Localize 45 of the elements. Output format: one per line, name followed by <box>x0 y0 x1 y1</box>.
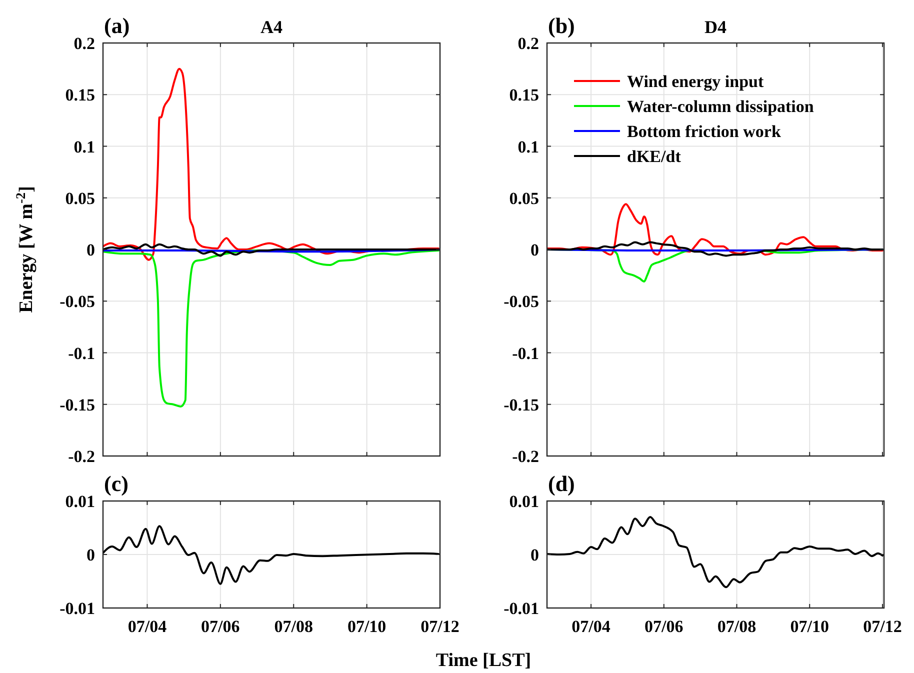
legend-label: dKE/dt <box>627 147 682 166</box>
y-tick-label: 0.01 <box>509 492 539 511</box>
y-tick-label: 0.2 <box>74 34 95 53</box>
y-tick-label: 0.2 <box>518 34 539 53</box>
y-tick-label: -0.05 <box>504 292 539 312</box>
x-tick-label: 07/06 <box>201 617 240 636</box>
y-tick-label: -0.15 <box>504 395 539 414</box>
x-tick-label: 07/10 <box>790 617 829 636</box>
y-tick-label: -0.15 <box>60 395 95 414</box>
y-tick-label: 0.05 <box>509 188 539 208</box>
y-tick-label: -0.1 <box>512 344 539 363</box>
x-tick-label: 07/08 <box>717 617 756 636</box>
x-tick-label: 07/12 <box>863 617 902 636</box>
y-tick-label: 0 <box>86 240 95 260</box>
y-tick-label: -0.01 <box>60 599 95 618</box>
y-tick-label: 0.1 <box>74 137 95 156</box>
chart-title: A4 <box>260 17 282 37</box>
text: (c) <box>104 471 128 496</box>
y-tick-label: -0.1 <box>68 344 95 363</box>
y-tick-label: 0.05 <box>65 188 95 208</box>
y-tick-label: 0 <box>530 546 539 564</box>
y-tick-label: -0.2 <box>68 447 95 466</box>
y-tick-label: -0.2 <box>512 447 539 466</box>
x-tick-label: 07/04 <box>128 617 168 636</box>
legend-label: Water-column dissipation <box>627 97 814 116</box>
y-tick-label: 0.15 <box>509 86 539 105</box>
y-tick-label: 0.15 <box>65 86 95 105</box>
x-tick-label: 07/04 <box>572 617 611 636</box>
x-tick-label: 07/06 <box>644 617 684 636</box>
chart-title: D4 <box>704 17 726 37</box>
y-tick-label: -0.05 <box>60 292 95 312</box>
y-tick-label: -0.01 <box>504 599 539 618</box>
y-tick-label: 0.01 <box>65 492 95 511</box>
x-tick-label: 07/12 <box>420 617 460 636</box>
legend-label: Wind energy input <box>627 72 764 91</box>
x-tick-label: 07/08 <box>274 617 313 636</box>
text: (b) <box>548 13 575 38</box>
y-tick-label: 0 <box>530 240 539 260</box>
x-axis-title: Time [LST] <box>436 650 532 671</box>
text: (a) <box>104 13 130 38</box>
text: (d) <box>548 471 575 496</box>
x-tick-label: 07/10 <box>347 617 386 636</box>
y-tick-label: 0.1 <box>518 137 539 156</box>
y-tick-label: 0 <box>86 546 95 564</box>
legend-label: Bottom friction work <box>627 122 782 141</box>
